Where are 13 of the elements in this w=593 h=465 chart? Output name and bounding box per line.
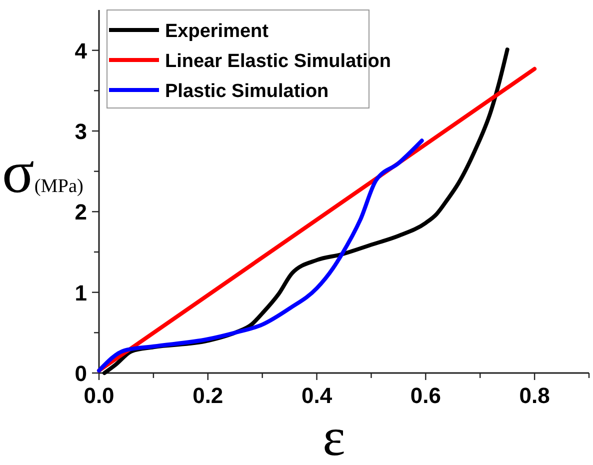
legend-label: Experiment bbox=[165, 21, 270, 42]
x-tick-label: 0.8 bbox=[519, 383, 550, 408]
y-tick-label: 1 bbox=[74, 280, 87, 306]
y-tick-label: 4 bbox=[74, 38, 88, 64]
x-tick-label: 0.2 bbox=[192, 383, 224, 408]
x-tick-label: 0.6 bbox=[410, 383, 441, 408]
legend-label: Linear Elastic Simulation bbox=[165, 51, 391, 72]
x-tick-label: 0.4 bbox=[301, 383, 333, 408]
x-axis-title: ε bbox=[322, 407, 346, 465]
legend-label: Plastic Simulation bbox=[165, 81, 329, 102]
x-tick-label: 0.0 bbox=[84, 383, 114, 408]
y-tick-label: 0 bbox=[74, 361, 87, 386]
line-series bbox=[97, 138, 424, 373]
